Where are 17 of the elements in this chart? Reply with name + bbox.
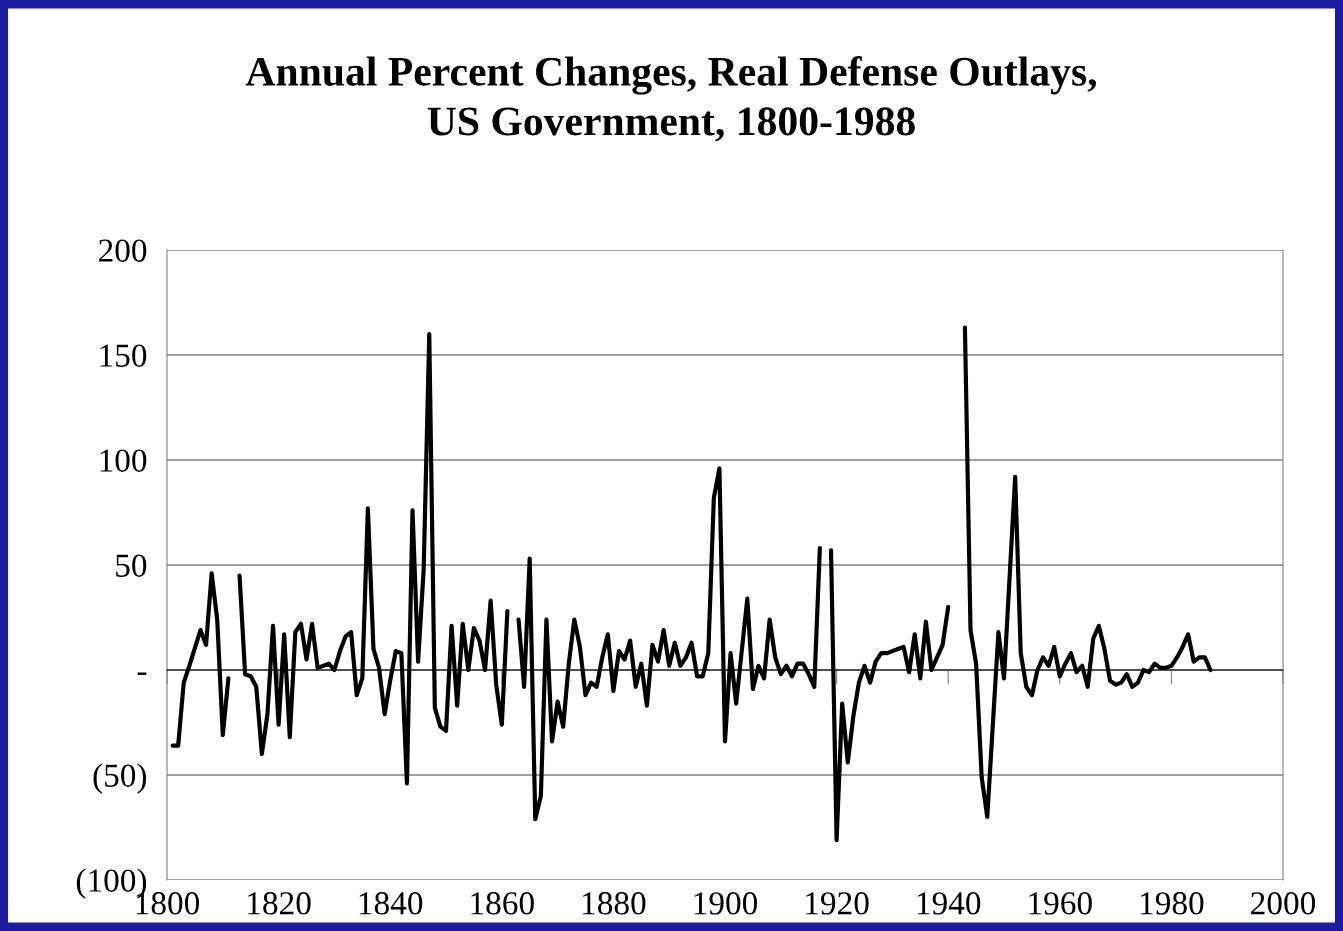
- y-tick-label: 50: [116, 554, 147, 577]
- y-tick-label: 200: [99, 239, 147, 262]
- x-tick-label: 1820: [248, 892, 311, 915]
- x-tick-label: 1840: [359, 892, 423, 915]
- y-tick-label: 150: [100, 344, 147, 367]
- x-tick-label: 1920: [806, 892, 869, 915]
- x-tick-label: 1860: [471, 892, 534, 915]
- y-tick-label: -: [137, 672, 147, 675]
- y-tick-label: (50): [93, 763, 147, 794]
- y-tick-label: 100: [100, 449, 147, 472]
- x-tick-label: 1880: [583, 892, 646, 915]
- x-tick-label: 1960: [1029, 892, 1092, 915]
- chart-title: Annual Percent Changes, Real Defense Outlays, US Government, 1800-1988: [245, 56, 1097, 142]
- x-tick-label: 1900: [694, 892, 758, 915]
- x-tick-label: 1980: [1141, 892, 1204, 915]
- x-tick-label: 2000: [1251, 892, 1316, 915]
- x-tick-label: 1940: [917, 892, 981, 915]
